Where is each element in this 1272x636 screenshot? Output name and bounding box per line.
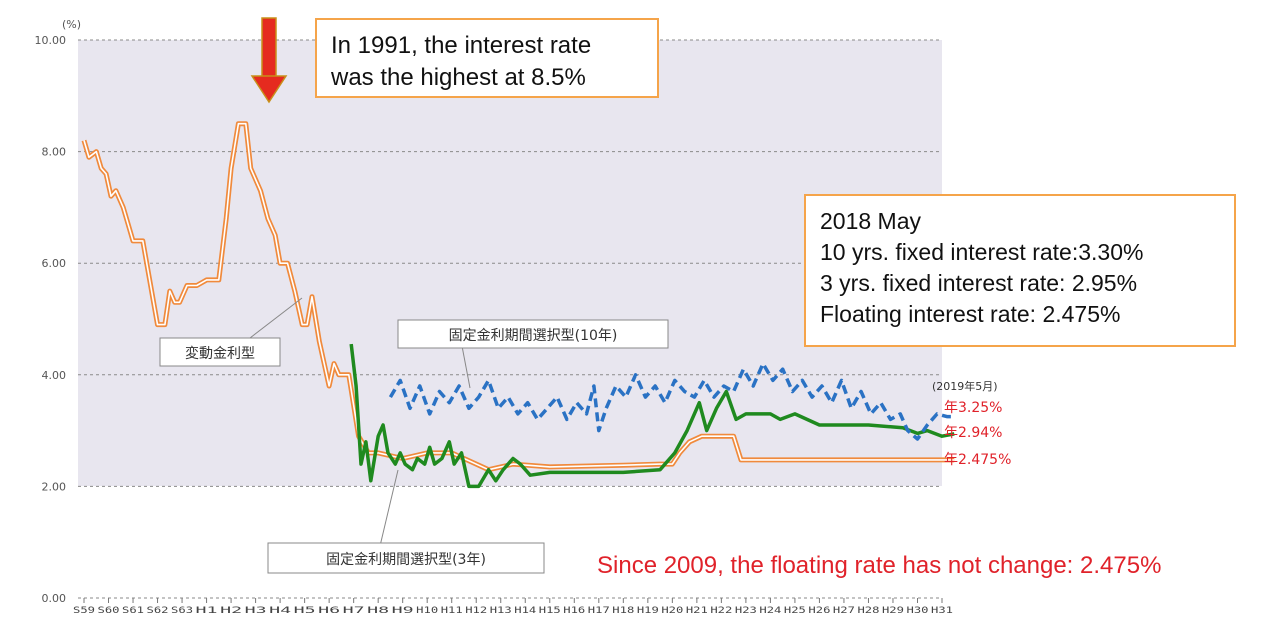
peak-callout-line2: was the highest at 8.5% — [331, 64, 586, 91]
x-tick-label: H15 — [539, 606, 561, 616]
y-tick-label: 2.00 — [42, 480, 67, 493]
x-tick-label: H4 — [269, 606, 291, 616]
x-tick-label: S62 — [147, 606, 169, 616]
x-tick-label: H28 — [857, 606, 879, 616]
x-tick-label: H16 — [563, 606, 585, 616]
series-line-fixed3 — [349, 343, 955, 489]
x-tick-label: H12 — [465, 606, 487, 616]
x-tick-label: H14 — [514, 606, 536, 616]
series-line-fixed10 — [388, 361, 955, 441]
x-tick-label: H19 — [637, 606, 659, 616]
series-label-floating: 変動金利型 — [185, 345, 255, 362]
end-value-fixed3: 年2.94% — [944, 425, 1002, 441]
y-tick-label: 8.00 — [42, 146, 67, 159]
summary-callout-line2: 10 yrs. fixed interest rate:3.30% — [820, 239, 1144, 265]
end-value-floating: 年2.475% — [944, 452, 1011, 468]
x-tick-label: H5 — [294, 606, 316, 616]
x-tick-label: H24 — [759, 606, 781, 616]
leader-fixed3 — [379, 469, 399, 547]
x-tick-label: H30 — [906, 606, 928, 616]
x-axis-ticks: S59 S60 S61 S62 S63 H1 H2 H3 H4 H5 H6 H7 H8 H9 H10 H11 H… — [73, 598, 953, 616]
summary-callout: 2018 May 10 yrs. fixed interest rate:3.3… — [804, 194, 1236, 347]
label-box-fixed10 — [397, 319, 669, 349]
summary-callout-line4: Floating interest rate: 2.475% — [820, 301, 1121, 327]
end-value-fixed10: 年3.25% — [944, 400, 1002, 416]
x-tick-label: H20 — [661, 606, 683, 616]
x-tick-label: S63 — [171, 606, 193, 616]
label-box-fixed3 — [267, 542, 545, 574]
x-tick-label: H13 — [490, 606, 512, 616]
x-tick-label: H21 — [686, 606, 708, 616]
x-tick-label: H17 — [588, 606, 610, 616]
x-tick-label: S59 — [73, 606, 95, 616]
x-tick-label: H2 — [220, 606, 242, 616]
peak-callout: In 1991, the interest rate was the highe… — [315, 18, 659, 98]
x-tick-label: H23 — [735, 606, 757, 616]
x-tick-label: H26 — [808, 606, 830, 616]
x-tick-label: H31 — [931, 606, 953, 616]
x-tick-label: H22 — [710, 606, 732, 616]
x-tick-label: H9 — [392, 606, 414, 616]
x-tick-label: H25 — [784, 606, 806, 616]
leader-fixed10 — [461, 345, 471, 389]
peak-callout-line1: In 1991, the interest rate — [331, 32, 592, 59]
leader-floating — [249, 297, 303, 339]
end-label-date: (2019年5月) — [932, 379, 998, 393]
summary-callout-line1: 2018 May — [820, 208, 922, 234]
y-tick-label: 0.00 — [42, 592, 67, 605]
y-tick-label: 10.00 — [35, 34, 67, 47]
summary-callout-line3: 3 yrs. fixed interest rate: 2.95% — [820, 270, 1138, 296]
series-label-fixed10: 固定金利期間選択型(10年) — [449, 328, 618, 344]
y-axis-ticks: 0.00 2.00 4.00 6.00 8.00 10.00 — [35, 34, 67, 605]
y-tick-label: 4.00 — [42, 369, 67, 382]
series-layer — [81, 121, 955, 489]
since-2009-note: Since 2009, the floating rate has not ch… — [597, 552, 1162, 579]
x-tick-label: H8 — [367, 606, 389, 616]
series-label-fixed3: 固定金利期間選択型(3年) — [326, 552, 486, 568]
x-tick-label: H11 — [441, 606, 463, 616]
x-tick-label: S60 — [98, 606, 120, 616]
plot-area-lower — [78, 486, 942, 598]
label-box-floating — [159, 337, 281, 367]
x-tick-label: H6 — [318, 606, 340, 616]
y-tick-label: 6.00 — [42, 257, 67, 270]
peak-arrow-icon — [250, 17, 288, 104]
x-tick-label: H1 — [196, 606, 218, 616]
x-tick-label: H3 — [245, 606, 267, 616]
x-tick-label: S61 — [122, 606, 144, 616]
x-tick-label: H27 — [833, 606, 855, 616]
x-tick-label: H18 — [612, 606, 634, 616]
x-tick-label: H7 — [343, 606, 365, 616]
x-tick-label: H29 — [882, 606, 904, 616]
y-unit-label: (%) — [62, 18, 81, 31]
x-tick-label: H10 — [416, 606, 438, 616]
